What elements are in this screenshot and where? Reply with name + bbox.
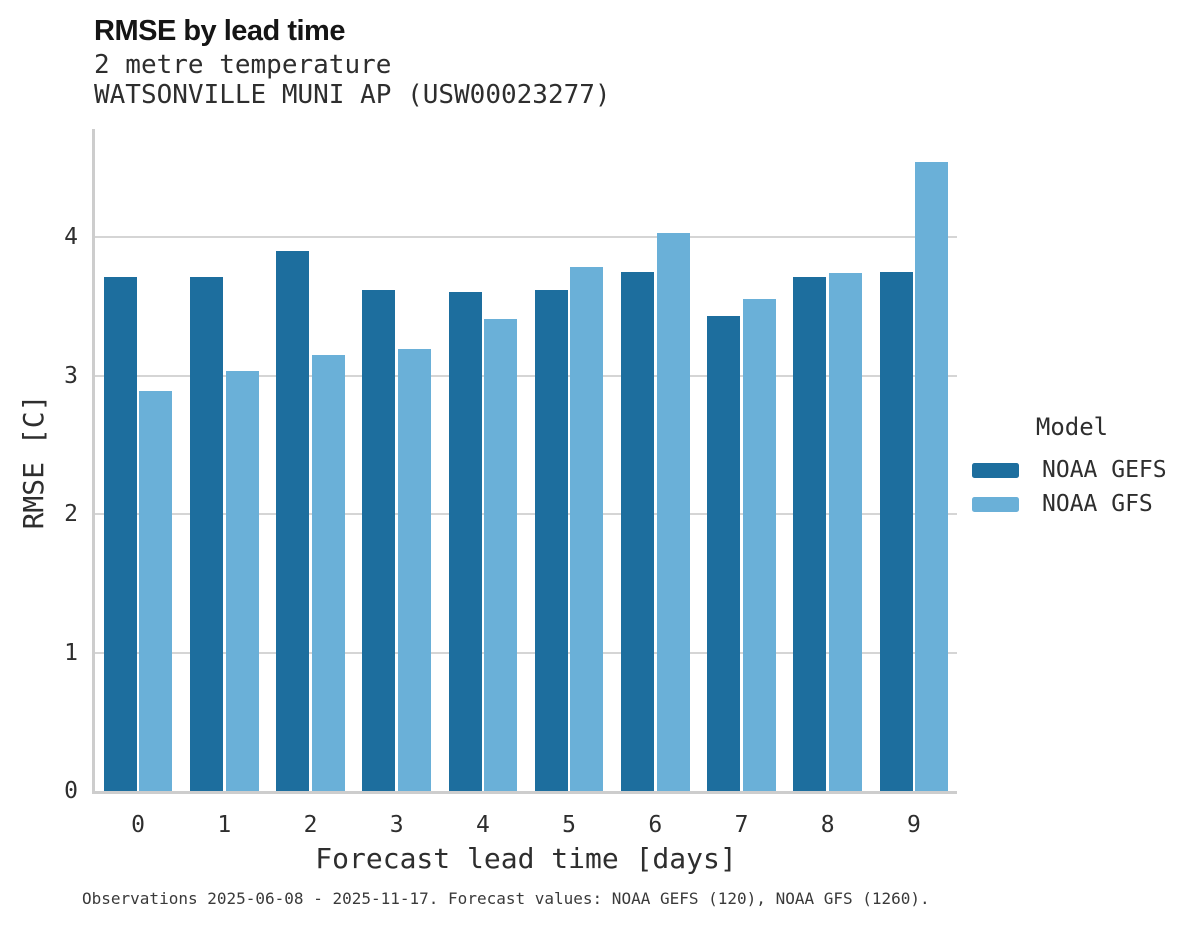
x-tick-label-8: 8 [820,812,835,838]
gridline-y-1 [95,651,957,654]
x-tick-label-5: 5 [562,812,577,838]
y-tick-label-4: 4 [64,224,78,250]
x-tick-label-1: 1 [217,812,232,838]
legend-rows: NOAA GEFS NOAA GFS [972,453,1182,521]
y-tick-label-3: 3 [64,362,78,389]
chart-caption: Observations 2025-06-08 - 2025-11-17. Fo… [82,889,930,908]
x-tick-label-4: 4 [475,812,490,838]
x-tick-label-9: 9 [906,812,921,838]
legend-item-noaa-gfs: NOAA GFS [972,487,1182,521]
x-axis-spine [92,791,957,794]
x-tick-label-2: 2 [303,812,318,838]
bar-noaa-gefs-lead-9 [879,271,913,791]
bar-noaa-gfs-lead-2 [311,354,345,791]
bar-noaa-gfs-lead-1 [225,371,259,791]
legend-label-noaa-gefs: NOAA GEFS [1042,457,1167,483]
x-tick-label-0: 0 [131,812,146,838]
y-tick-label-1: 1 [64,639,78,666]
gridline-y-2 [95,513,957,515]
bar-noaa-gfs-lead-8 [828,273,862,791]
legend-label-noaa-gfs: NOAA GFS [1042,491,1153,517]
bar-noaa-gfs-lead-0 [139,390,173,791]
x-tick-label-6: 6 [648,812,663,838]
bar-noaa-gfs-lead-6 [656,232,690,791]
bar-noaa-gefs-lead-2 [276,250,310,791]
bar-noaa-gfs-lead-5 [570,267,604,791]
bar-noaa-gefs-lead-1 [190,277,224,791]
x-axis-title: Forecast lead time [days] [315,842,737,875]
legend: Model NOAA GEFS NOAA GFS [972,412,1182,521]
x-tick-label-3: 3 [389,812,404,838]
bar-noaa-gefs-lead-0 [103,277,137,791]
legend-swatch-noaa-gefs [972,462,1019,478]
legend-item-noaa-gefs: NOAA GEFS [972,453,1182,487]
bar-noaa-gfs-lead-7 [742,299,776,791]
y-axis-title: RMSE [C] [17,394,50,530]
bar-noaa-gefs-lead-8 [793,277,827,791]
bar-noaa-gefs-lead-6 [621,271,655,791]
y-axis-spine [92,129,95,794]
bar-noaa-gfs-lead-3 [397,349,431,791]
bar-noaa-gfs-lead-9 [915,162,949,791]
y-tick-label-0: 0 [64,778,78,804]
chart-subtitle-station: WATSONVILLE MUNI AP (USW00023277) [94,80,611,110]
bar-noaa-gefs-lead-4 [448,292,482,791]
legend-title: Model [1035,413,1109,441]
chart-title: RMSE by lead time [94,15,345,47]
bar-noaa-gefs-lead-3 [362,289,396,791]
bar-noaa-gfs-lead-4 [484,318,518,791]
gridline-y-4 [95,236,957,238]
y-tick-label-2: 2 [64,501,78,527]
chart-subtitle-variable: 2 metre temperature [94,50,392,80]
bar-noaa-gefs-lead-5 [534,289,568,791]
legend-swatch-noaa-gfs [972,496,1019,512]
bar-noaa-gefs-lead-7 [707,315,741,791]
gridline-y-3 [95,374,957,377]
x-tick-label-7: 7 [734,812,749,838]
